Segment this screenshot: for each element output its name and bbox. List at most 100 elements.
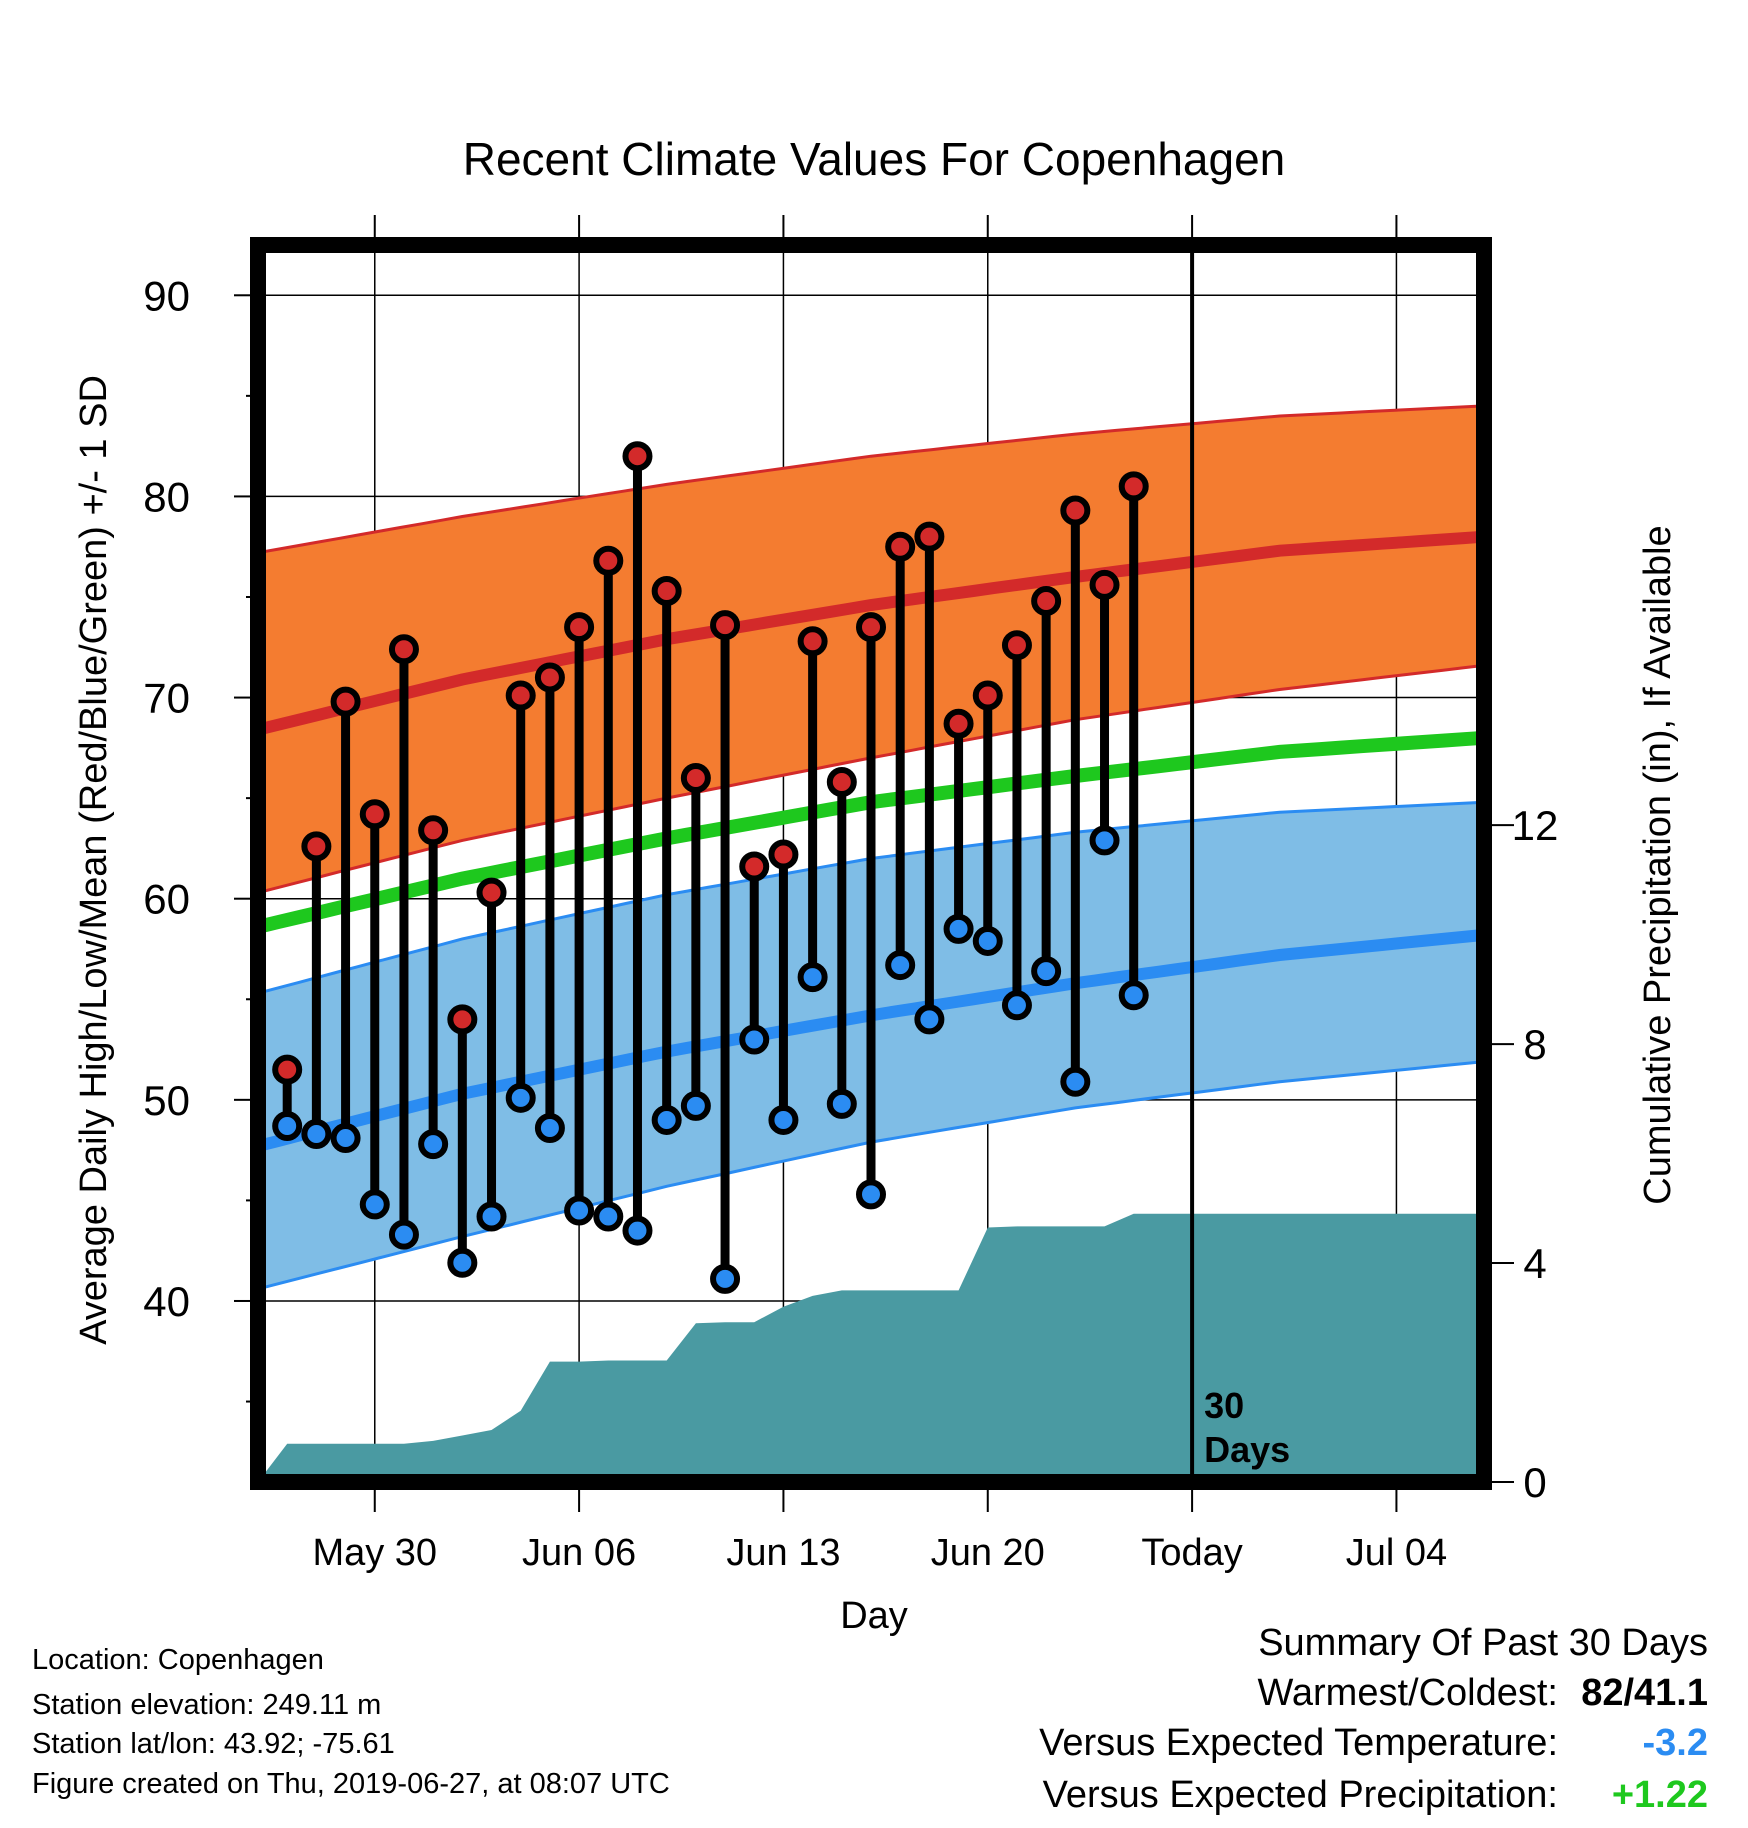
temp-row: Versus Expected Temperature: -3.2	[1039, 1722, 1708, 1765]
precip-label: Versus Expected Precipitation:	[1042, 1774, 1558, 1816]
x-tick-label: Today	[1141, 1532, 1242, 1574]
observed-low-point	[797, 962, 828, 993]
y2-tick-label: 4	[1523, 1240, 1546, 1287]
y-axis-label: Average Daily High/Low/Mean (Red/Blue/Gr…	[73, 375, 115, 1345]
precip-row: Versus Expected Precipitation: +1.22	[1043, 1774, 1708, 1817]
observed-high-point	[885, 531, 916, 562]
observed-high-point	[826, 767, 857, 798]
observed-low-point	[534, 1112, 565, 1143]
elevation-text: Station elevation: 249.11 m	[32, 1689, 382, 1721]
observed-high-point	[359, 799, 390, 830]
observed-low-point	[943, 913, 974, 944]
observed-high-point	[1031, 586, 1062, 617]
warm-cold-value: 82/41.1	[1581, 1672, 1708, 1714]
summary-heading: Summary Of Past 30 Days	[1258, 1622, 1708, 1664]
high-plus-sd-line	[257, 404, 1485, 555]
observed-high-point	[505, 680, 536, 711]
observed-low-point	[476, 1201, 507, 1232]
observed-low-point	[1031, 956, 1062, 987]
observed-high-point	[1060, 495, 1091, 526]
x-tick-label: May 30	[312, 1532, 437, 1574]
observed-low-point	[914, 1004, 945, 1035]
x-tick-label: Jun 20	[931, 1532, 1045, 1574]
y2-tick-label: 12	[1512, 802, 1559, 849]
observed-high-point	[1001, 630, 1032, 661]
latlon-text: Station lat/lon: 43.92; -75.61	[32, 1728, 395, 1760]
observed-high-point	[972, 680, 1003, 711]
temp-value: -3.2	[1642, 1722, 1708, 1764]
observed-low-point	[622, 1215, 653, 1246]
today-annotation-count: 30	[1204, 1385, 1244, 1426]
observed-high-point	[739, 851, 770, 882]
observed-high-point	[1118, 471, 1149, 502]
observed-high-point	[1089, 569, 1120, 600]
observed-high-point	[447, 1004, 478, 1035]
observed-low-point	[359, 1189, 390, 1220]
observed-high-point	[564, 612, 595, 643]
observed-low-point	[710, 1263, 741, 1294]
observed-low-point	[301, 1119, 332, 1150]
observed-high-point	[943, 708, 974, 739]
observed-high-point	[330, 686, 361, 717]
x-tick-label: Jun 06	[522, 1532, 636, 1574]
observed-low-point	[680, 1090, 711, 1121]
observed-high-point	[797, 626, 828, 657]
chart-title: Recent Climate Values For Copenhagen	[463, 133, 1286, 185]
observed-low-point	[272, 1110, 303, 1141]
observed-low-point	[1118, 980, 1149, 1011]
y2-axis-label: Cumulative Precipitation (in), If Availa…	[1637, 525, 1679, 1204]
warm-cold-label: Warmest/Coldest:	[1257, 1672, 1558, 1714]
y-tick-label: 70	[143, 675, 190, 722]
observed-low-point	[651, 1104, 682, 1135]
observed-low-point	[972, 925, 1003, 956]
observed-low-point	[447, 1247, 478, 1278]
y-tick-label: 60	[143, 876, 190, 923]
observed-high-point	[914, 521, 945, 552]
observed-high-point	[388, 634, 419, 665]
today-annotation-unit: Days	[1204, 1429, 1290, 1470]
observed-high-point	[593, 545, 624, 576]
x-tick-label: Jun 13	[726, 1532, 840, 1574]
y2-tick-label: 0	[1523, 1459, 1546, 1506]
y-tick-label: 90	[143, 272, 190, 319]
observed-high-point	[651, 575, 682, 606]
observed-high-point	[272, 1054, 303, 1085]
normal-high-line	[256, 530, 1485, 736]
observed-low-point	[564, 1195, 595, 1226]
y-tick-label: 40	[143, 1278, 190, 1325]
observed-high-point	[301, 831, 332, 862]
observed-low-point	[330, 1123, 361, 1154]
warm-cold-row: Warmest/Coldest: 82/41.1	[1257, 1672, 1708, 1715]
observed-low-point	[1089, 825, 1120, 856]
observed-low-point	[826, 1088, 857, 1119]
observed-low-point	[418, 1129, 449, 1160]
observed-low-point	[1001, 990, 1032, 1021]
observed-high-point	[710, 610, 741, 641]
plot-frame	[250, 237, 1492, 1490]
x-tick-label: Jul 04	[1346, 1532, 1447, 1574]
y-tick-label: 80	[143, 473, 190, 520]
observed-low-point	[768, 1104, 799, 1135]
observed-high-point	[418, 815, 449, 846]
observed-low-point	[739, 1024, 770, 1055]
observed-low-point	[856, 1179, 886, 1210]
y2-tick-label: 8	[1523, 1021, 1546, 1068]
observed-high-point	[534, 662, 565, 693]
observed-high-point	[680, 763, 711, 794]
x-axis-label: Day	[840, 1595, 908, 1637]
y-tick-label: 50	[143, 1077, 190, 1124]
precip-area	[258, 1213, 1484, 1482]
observed-low-point	[1060, 1066, 1091, 1097]
observed-low-point	[593, 1201, 624, 1232]
observed-low-point	[885, 950, 916, 981]
temp-label: Versus Expected Temperature:	[1039, 1722, 1558, 1764]
observed-high-point	[622, 441, 653, 472]
observed-low-point	[388, 1219, 419, 1250]
created-text: Figure created on Thu, 2019-06-27, at 08…	[32, 1768, 670, 1800]
observed-low-point	[505, 1082, 536, 1113]
observed-high-point	[768, 839, 799, 870]
location-text: Location: Copenhagen	[32, 1644, 324, 1676]
observed-high-point	[476, 877, 507, 908]
